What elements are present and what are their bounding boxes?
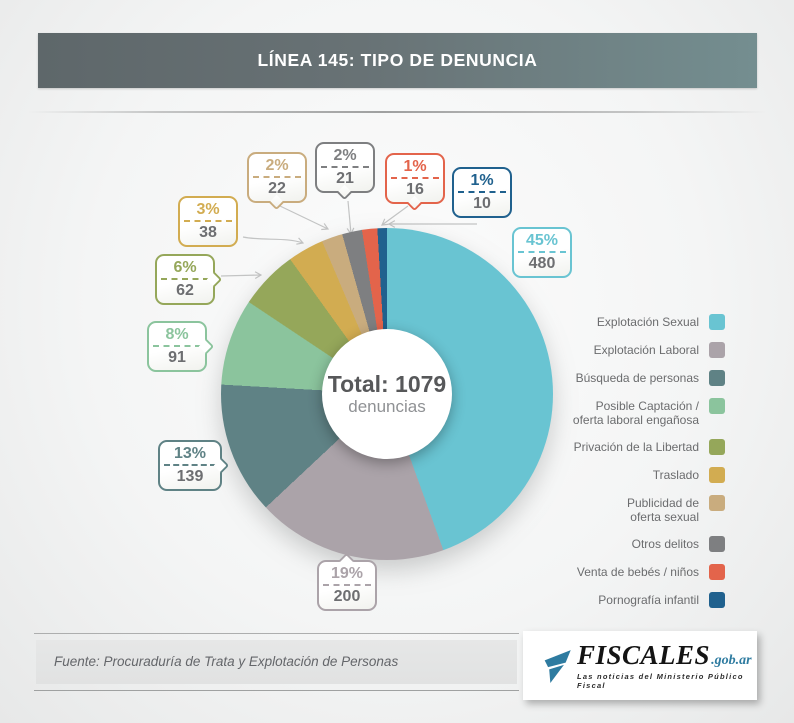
title-band: LÍNEA 145: TIPO DE DENUNCIA: [38, 33, 757, 88]
logo-tagline: Las noticias del Ministerio Público Fisc…: [577, 672, 744, 690]
legend-label: Privación de la Libertad: [573, 440, 699, 454]
legend-item: Venta de bebés / niños: [540, 564, 725, 580]
callout-value: 139: [176, 468, 204, 485]
callout-pct: 1%: [458, 169, 506, 193]
callout-pct: 13%: [164, 442, 216, 466]
legend-label: Publicidad de oferta sexual: [626, 496, 699, 524]
legend-item: Posible Captación / oferta laboral engañ…: [540, 398, 725, 427]
legend-swatch: [709, 495, 725, 511]
legend-label: Explotación Sexual: [596, 315, 699, 329]
callout-pct: 6%: [161, 256, 209, 280]
callout-value: 10: [473, 195, 491, 212]
legend-item: Pornografía infantil: [540, 592, 725, 608]
leader-traslado: [242, 236, 305, 245]
callout-pct: 2%: [253, 154, 301, 178]
legend-swatch: [709, 342, 725, 358]
leader-venta: [381, 205, 409, 226]
legend-swatch: [709, 467, 725, 483]
callout-pornografia-infantil: 1% 10: [452, 167, 512, 218]
callout-publicidad-oferta-sexual: 2% 22: [247, 152, 307, 211]
callout-value: 38: [199, 224, 217, 241]
callout-otros-delitos: 2% 21: [315, 142, 375, 201]
legend-swatch: [709, 592, 725, 608]
callout-pct: 45%: [518, 229, 566, 253]
callout-value: 62: [176, 282, 194, 299]
unit-label: denuncias: [348, 397, 426, 416]
callout-posible-captacion: 8% 91: [147, 321, 215, 372]
legend-label: Búsqueda de personas: [575, 371, 699, 385]
fiscales-f-icon: [544, 649, 571, 683]
leader-publicidad: [279, 205, 330, 231]
callout-value: 480: [528, 255, 556, 272]
callout-pct: 3%: [184, 198, 232, 222]
legend-item: Búsqueda de personas: [540, 370, 725, 386]
donut-center: Total: 1079 denuncias: [322, 329, 452, 459]
legend-item: Privación de la Libertad: [540, 439, 725, 455]
legend-item: Explotación Sexual: [540, 314, 725, 330]
callout-pct: 1%: [391, 155, 439, 179]
footer-rule-top: [34, 633, 519, 634]
page-title: LÍNEA 145: TIPO DE DENUNCIA: [257, 50, 538, 70]
callout-explotacion-sexual: 45% 480: [512, 227, 572, 278]
legend-swatch: [709, 314, 725, 330]
legend-swatch: [709, 370, 725, 386]
legend-swatch: [709, 536, 725, 552]
callout-privacion-libertad: 6% 62: [155, 254, 223, 305]
legend-swatch: [709, 564, 725, 580]
legend-swatch: [709, 439, 725, 455]
source-text: Fuente: Procuraduría de Trata y Explotac…: [54, 654, 399, 669]
legend-label: Posible Captación / oferta laboral engañ…: [572, 399, 699, 427]
legend-item: Traslado: [540, 467, 725, 483]
callout-value: 22: [268, 180, 286, 197]
source-bar: Fuente: Procuraduría de Trata y Explotac…: [36, 640, 517, 684]
logo-domain: .gob.ar: [711, 653, 752, 668]
callout-value: 21: [336, 170, 354, 187]
legend-label: Traslado: [652, 468, 699, 482]
legend-item: Otros delitos: [540, 536, 725, 552]
logo-wordmark: FISCALES: [577, 640, 711, 670]
callout-busqueda-personas: 13% 139: [158, 440, 230, 491]
legend-item: Explotación Laboral: [540, 342, 725, 358]
header-divider: [28, 111, 766, 113]
legend-label: Venta de bebés / niños: [576, 565, 699, 579]
logo-text-block: FISCALES .gob.ar Las noticias del Minist…: [577, 641, 757, 690]
callout-traslado: 3% 38: [178, 196, 238, 247]
legend-label: Explotación Laboral: [593, 343, 699, 357]
callout-value: 200: [333, 588, 361, 605]
callout-pct: 19%: [323, 562, 371, 586]
legend-label: Otros delitos: [631, 537, 699, 551]
callout-value: 16: [406, 181, 424, 198]
legend-item: Publicidad de oferta sexual: [540, 495, 725, 524]
logo-wordmark-row: FISCALES .gob.ar: [577, 641, 757, 669]
callout-explotacion-laboral: 19% 200: [317, 552, 377, 611]
callout-value: 91: [168, 349, 186, 366]
callout-pct: 8%: [153, 323, 201, 347]
legend: Explotación Sexual Explotación Laboral B…: [540, 314, 725, 620]
callout-venta-bebes: 1% 16: [385, 153, 445, 212]
callout-pct: 2%: [321, 144, 369, 168]
leader-privacion: [220, 271, 263, 280]
fiscales-logo: FISCALES .gob.ar Las noticias del Minist…: [523, 631, 757, 700]
total-label: Total: 1079: [327, 371, 447, 397]
legend-swatch: [709, 398, 725, 414]
leader-otros: [346, 200, 355, 236]
legend-label: Pornografía infantil: [598, 593, 699, 607]
footer-rule-bottom: [34, 690, 519, 691]
